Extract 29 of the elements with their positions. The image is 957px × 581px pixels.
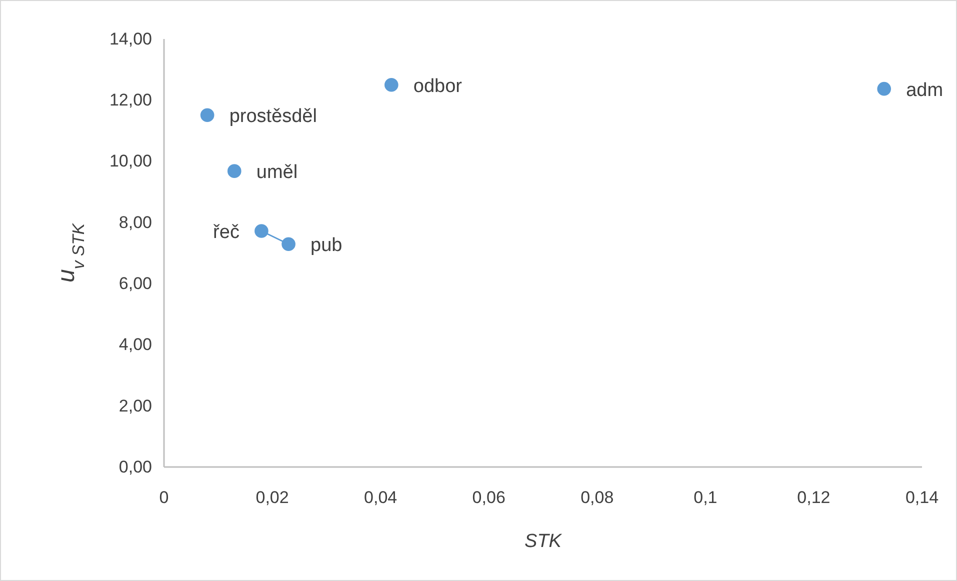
x-tick-label: 0,14	[905, 488, 939, 508]
annotation: adm	[906, 80, 944, 101]
y-tick-label: 14,00	[109, 29, 152, 48]
annotation: pub	[310, 235, 342, 256]
annotation: prostěsděl	[229, 106, 317, 128]
annotation: odbor	[413, 76, 463, 97]
y-tick-label: 0,00	[118, 457, 152, 476]
x-tick-label: 0,12	[797, 488, 830, 508]
y-tick-label: 12,00	[109, 90, 152, 110]
point	[254, 224, 268, 238]
x-tick-label: 0,02	[256, 488, 289, 508]
point	[227, 164, 242, 178]
x-tick-label: 0,04	[364, 488, 398, 508]
y-tick-label: 10,00	[109, 152, 152, 171]
y-tick-label: 6,00	[118, 274, 152, 294]
x-tick-label: 0,08	[580, 488, 614, 508]
annotation: řeč	[213, 222, 240, 243]
x-tick-label: 0,06	[472, 488, 506, 508]
y-tick-label: 2,00	[118, 396, 152, 416]
point	[200, 108, 214, 122]
x-tick-label: 0,1	[694, 488, 718, 508]
point	[282, 237, 296, 252]
point	[384, 78, 398, 92]
y-tick-label: 4,00	[118, 335, 152, 354]
point	[877, 82, 892, 96]
x-tick-label: 0	[159, 488, 169, 508]
y-tick-label: 8,00	[118, 212, 152, 232]
annotation: uměl	[256, 162, 298, 184]
x-axis-title: STK	[524, 531, 563, 552]
